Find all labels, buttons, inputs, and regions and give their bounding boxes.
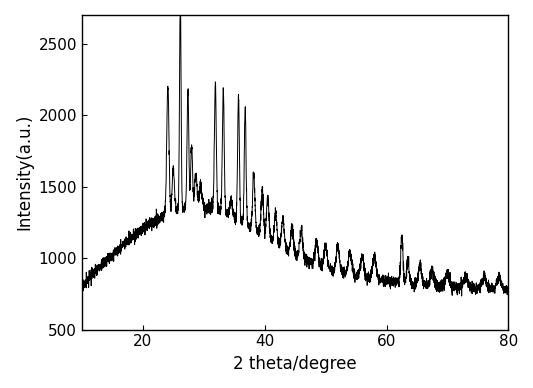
Y-axis label: Intensity(a.u.): Intensity(a.u.) [15,114,33,230]
X-axis label: 2 theta/degree: 2 theta/degree [233,355,357,373]
